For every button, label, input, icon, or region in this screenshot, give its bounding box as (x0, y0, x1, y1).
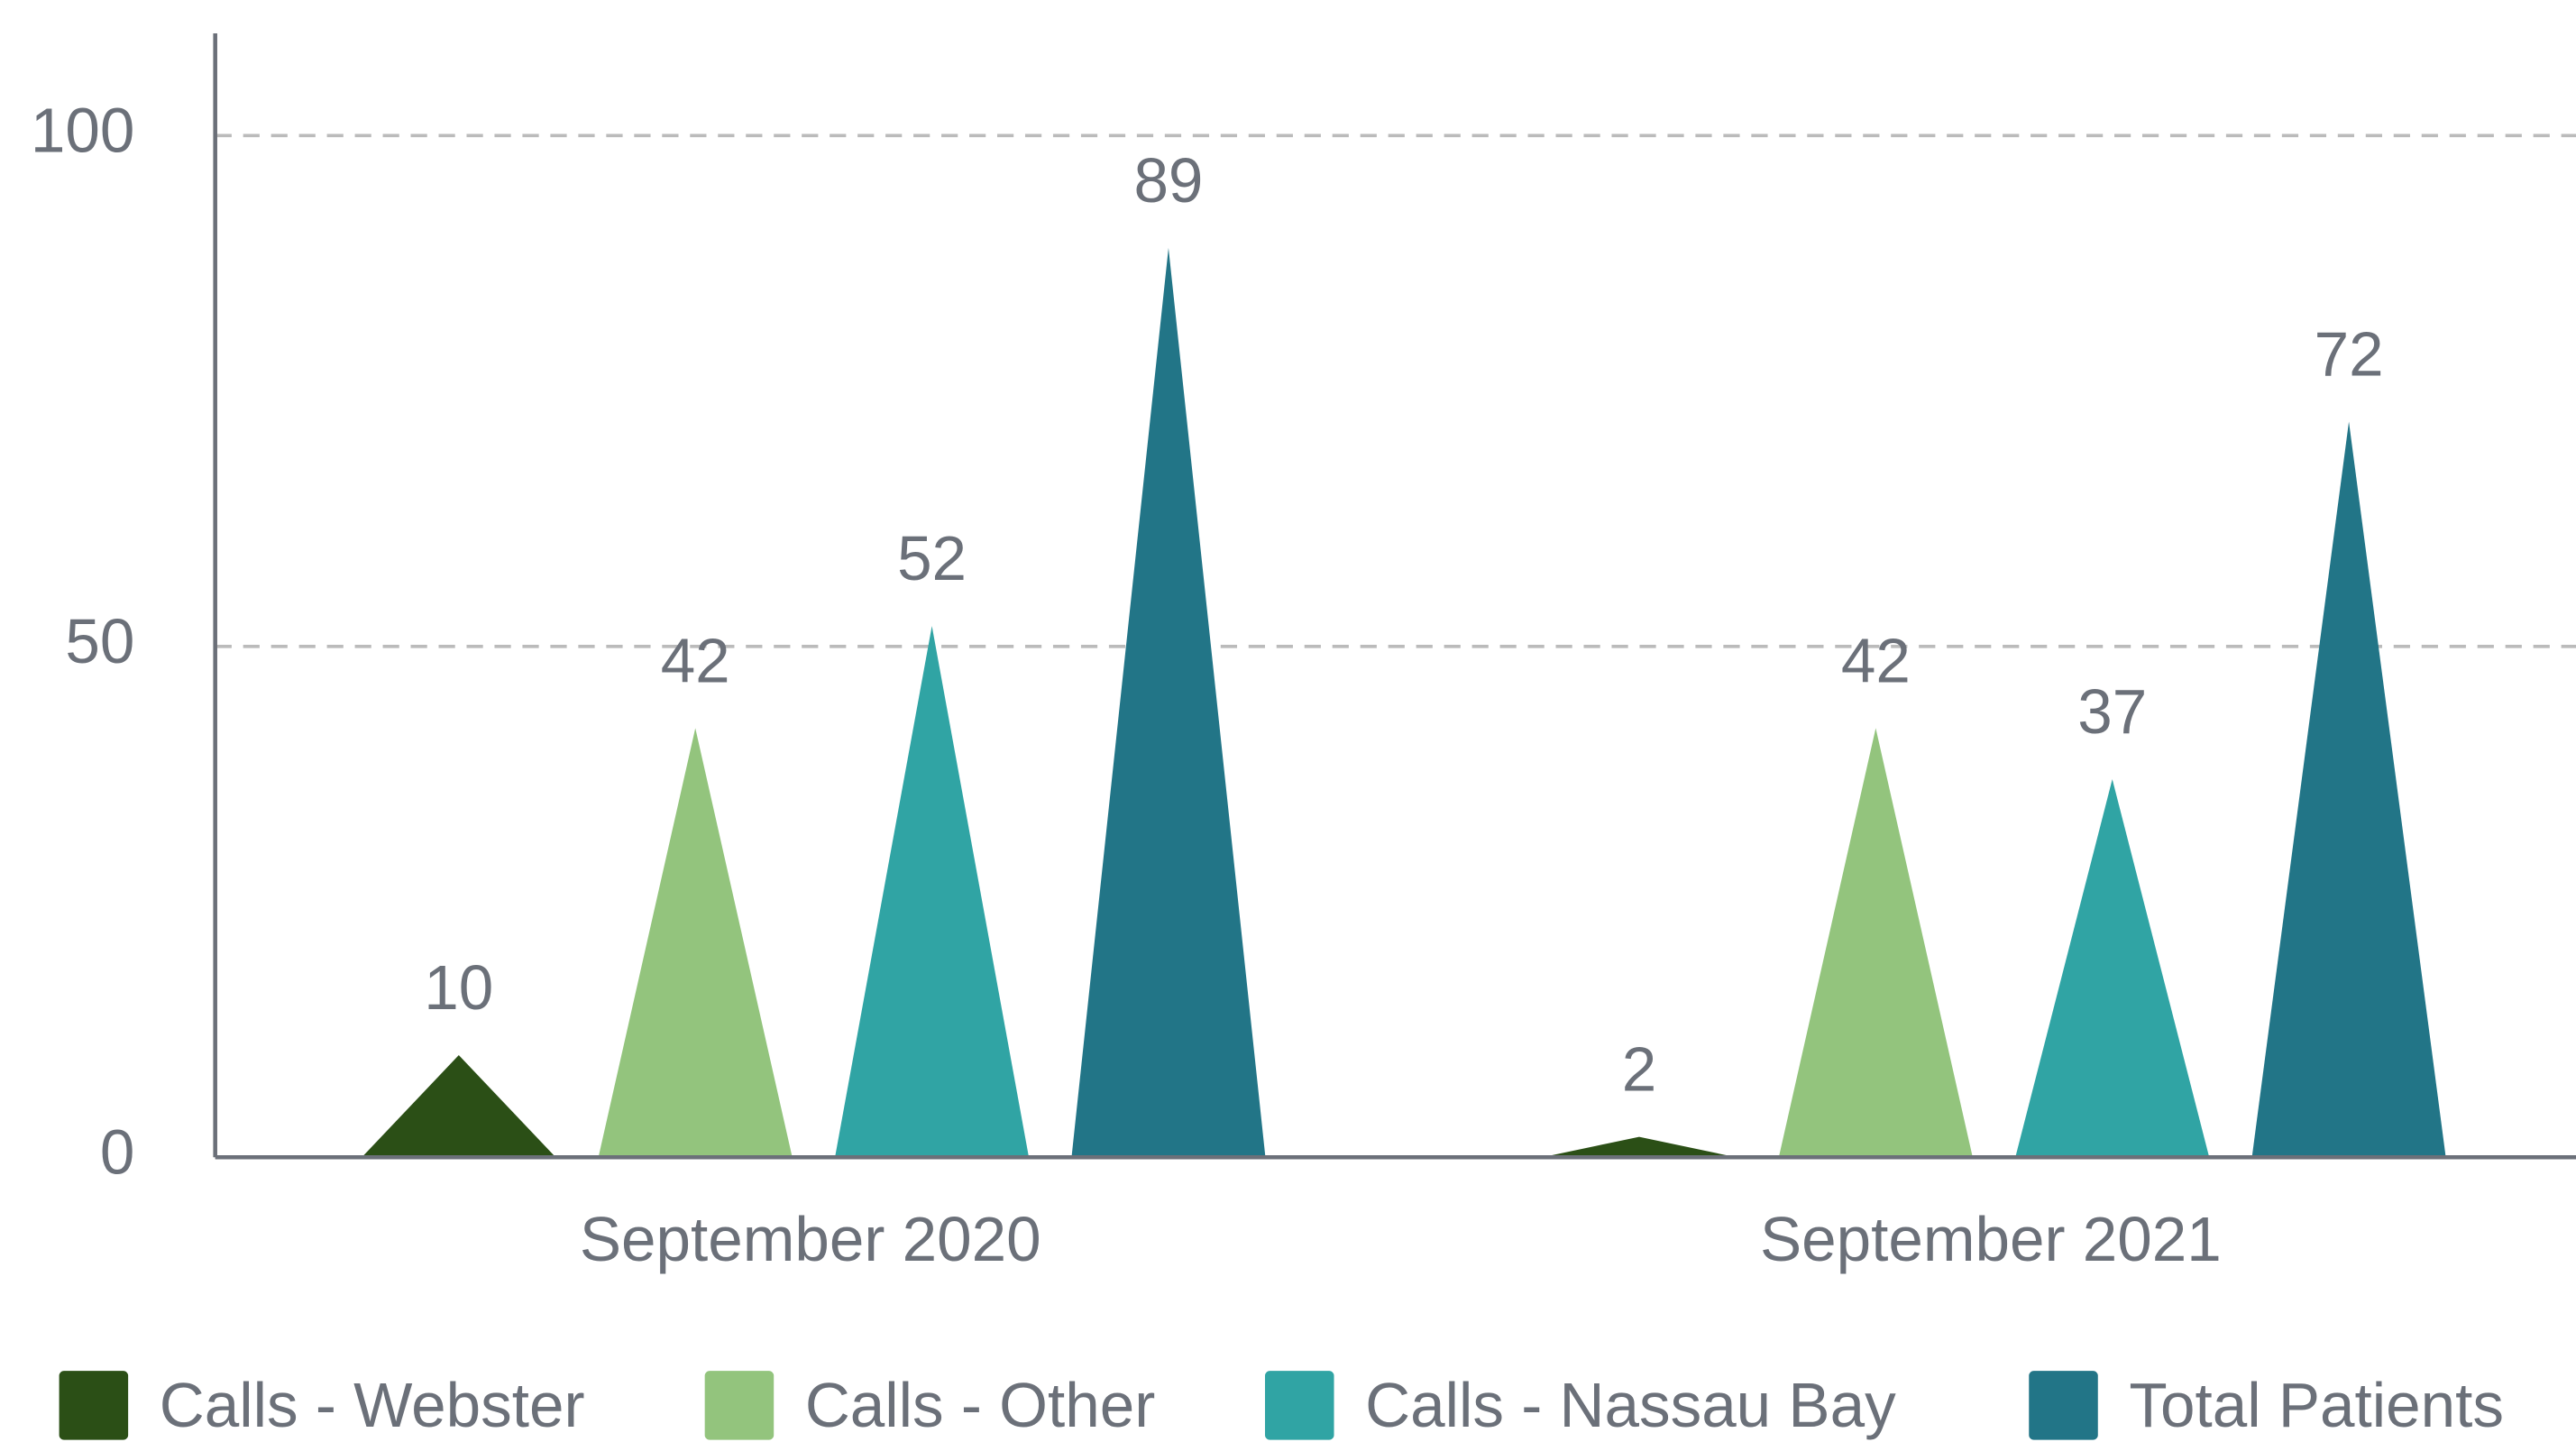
y-tick-label: 50 (65, 606, 134, 676)
legend-swatch (59, 1371, 129, 1440)
legend-label: Total Patients (2129, 1370, 2504, 1440)
legend-swatch (704, 1371, 775, 1440)
legend-label: Calls - Webster (160, 1370, 585, 1440)
data-label: 37 (2077, 676, 2147, 747)
bar (1778, 728, 1973, 1158)
bar (835, 626, 1030, 1158)
data-label: 72 (2315, 319, 2384, 390)
bar (598, 728, 793, 1158)
data-label: 89 (1133, 145, 1203, 216)
legend-label: Calls - Other (805, 1370, 1155, 1440)
legend-swatch (2029, 1371, 2098, 1440)
x-tick-label: September 2021 (1760, 1204, 2222, 1274)
bar (1071, 247, 1266, 1158)
y-tick-label: 0 (100, 1117, 135, 1188)
legend-swatch (1264, 1371, 1334, 1440)
data-label: 42 (1841, 625, 1911, 695)
bar (1542, 1136, 1737, 1158)
data-label: 10 (424, 952, 493, 1023)
x-tick-label: September 2020 (580, 1204, 1041, 1274)
data-label: 42 (661, 625, 730, 695)
data-label: 2 (1622, 1034, 1657, 1105)
y-tick-label: 100 (31, 96, 135, 166)
bar (2251, 421, 2446, 1158)
bar (362, 1054, 556, 1158)
data-label: 52 (897, 523, 967, 593)
legend-label: Calls - Nassau Bay (1365, 1370, 1896, 1440)
bar (2015, 779, 2210, 1158)
